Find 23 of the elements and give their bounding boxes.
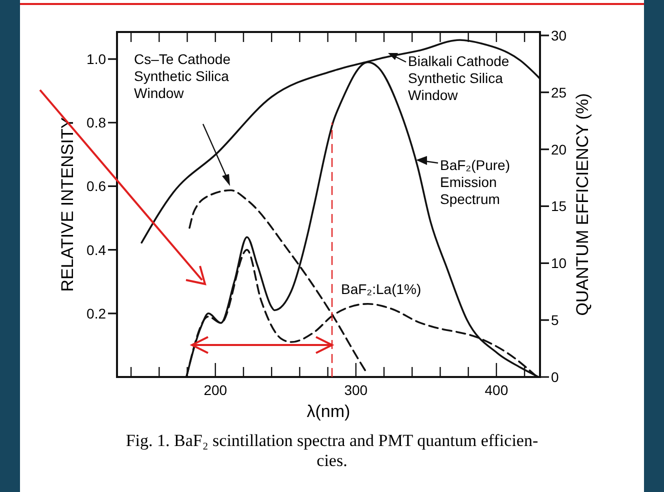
caption: Fig. 1. BaF₂ scintillation spectra and PMT quantum efficien- cies. [126,431,538,470]
annotation: Bialkali Cathode Synthetic Silica Window [408,53,510,103]
x-tick-label: 400 [484,382,508,398]
x-tick-label: 200 [204,382,228,398]
y-tick-label: 0.8 [86,114,106,131]
y-tick-label: 0.6 [86,178,106,194]
y2-axis-title: QUANTUM EFFICIENCY (%) [573,93,592,316]
annotation: Cs–Te Cathode Synthetic Silica Window [134,51,231,101]
y2-tick-label: 10 [551,255,567,272]
y2-tick-label: 20 [551,141,567,158]
y-tick-label: 1.0 [86,51,106,68]
y2-tick-label: 15 [551,198,567,214]
x-tick-label: 300 [344,382,368,398]
y-tick-label: 0.4 [86,242,106,258]
annotation: BaF₂(Pure) Emission Spectrum [440,157,510,207]
y2-tick-label: 5 [551,312,559,328]
y2-tick-label: 25 [551,84,567,100]
y2-tick-label: 30 [551,27,567,44]
y-tick-label: 0.2 [86,305,106,322]
y-axis-title: RELATIVE INTENSITY [58,117,77,292]
annotation: BaF₂:La(1%) [341,281,422,297]
y2-tick-label: 0 [551,369,559,385]
x-axis-title: λ(nm) [306,402,350,421]
